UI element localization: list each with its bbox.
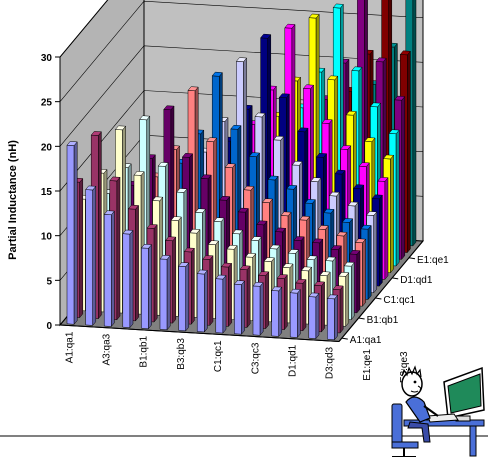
z-tick-label: E1:qe1 (417, 255, 449, 266)
z-tick-label: D1:qd1 (400, 275, 433, 286)
z-tick-label: C1:qc1 (383, 295, 415, 306)
y-tick-label: 30 (41, 53, 53, 64)
y-tick-label: 15 (41, 187, 53, 198)
y-tick-label: 10 (41, 232, 53, 243)
z-tick (358, 317, 365, 320)
x-tick-label: A3:qa3 (102, 333, 113, 365)
bar (66, 141, 78, 325)
bar (289, 288, 301, 339)
z-tick (341, 337, 348, 340)
x-tick-label: D1:qd1 (288, 344, 299, 377)
gridline (59, 0, 424, 102)
z-tick (408, 257, 416, 260)
z-tick-label: B1:qb1 (367, 315, 399, 326)
bar (308, 292, 320, 340)
y-tick-label: 25 (41, 98, 53, 109)
x-tick-label: B3:qb3 (176, 338, 187, 370)
x-tick-label: C3:qc3 (250, 342, 261, 374)
x-tick-label: A1:qa1 (64, 331, 75, 363)
bar (271, 286, 283, 338)
bar (122, 229, 134, 329)
x-tick-label: D3:qd3 (325, 346, 336, 379)
bar (103, 210, 115, 328)
bar (252, 281, 264, 336)
y-axis-title: Partial Inductance (nH) (7, 140, 19, 260)
x-tick-label: C1:qc1 (213, 340, 224, 372)
z-axis: A1:qa1 B1:qb1 C1:qc1 D1:qd1 E1:qe1 (338, 240, 449, 346)
bar (178, 262, 190, 332)
x-tick-label: B1:qb1 (139, 335, 150, 367)
bar (326, 294, 339, 341)
y-tick-label: 20 (41, 142, 53, 153)
x-tick-label: E3:qe3 (399, 351, 410, 383)
y-tick-label: 0 (46, 321, 52, 332)
gridline (59, 0, 109, 58)
chart-bars (66, 0, 417, 341)
bar (140, 243, 153, 330)
gridline (59, 45, 424, 147)
z-tick-label: A1:qa1 (350, 335, 382, 346)
bar (215, 274, 227, 334)
z-tick (375, 297, 382, 300)
z-tick (392, 277, 399, 280)
x-axis: A1:qa1 A3:qa3 B1:qb1 B3:qb3 C1:qc1 C3:qc3 D1:q… (59, 324, 410, 383)
bar (159, 254, 171, 331)
y-axis: 0 5 10 15 20 25 30 (41, 53, 61, 332)
y-tick-label: 5 (46, 276, 52, 287)
x-tick-label: E1:qe1 (362, 349, 373, 381)
bar (233, 280, 246, 335)
bar (85, 185, 97, 327)
bar (196, 269, 208, 333)
man-at-computer-icon (391, 365, 485, 458)
